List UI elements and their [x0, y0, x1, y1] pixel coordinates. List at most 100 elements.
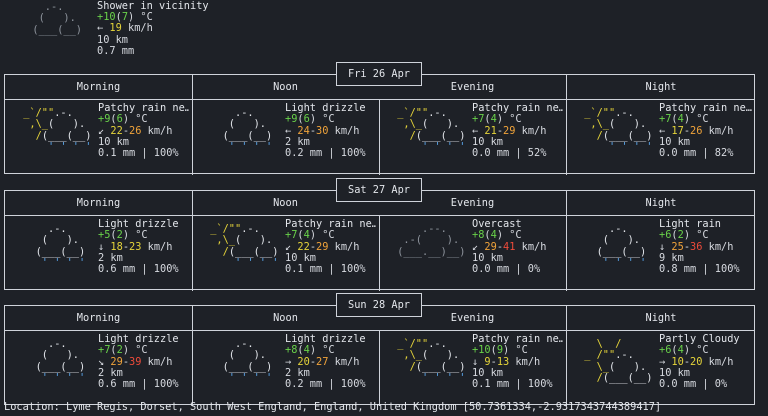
column-divider	[566, 306, 567, 406]
current-temperature: +10(7) °C	[97, 11, 153, 23]
wind-arrow-icon: ↘	[98, 355, 111, 368]
precipitation: 0.0 mm | 0%	[472, 263, 541, 276]
condition-text: Light drizzle	[285, 334, 366, 345]
precipitation: 0.6 mm | 100%	[98, 378, 179, 391]
visibility: 10 km	[472, 251, 503, 264]
temperature: +7(4) °C	[285, 229, 335, 242]
patchy-rain-icon: _`/"".-. ,\_( ). /(___(__) ' ' ' '	[578, 107, 653, 153]
period-weather-details: Overcast +8(4) °C ↙ 29-41 km/h 10 km 0.0 mm …	[472, 219, 563, 275]
condition-text: Patchy rain ne…	[98, 103, 189, 114]
condition-text: Light drizzle	[98, 219, 179, 230]
wind: ↙ 29-41 km/h	[472, 240, 547, 253]
patchy-rain-icon: _`/"".-. ,\_( ). /(___(__) ' ' ' '	[17, 107, 92, 153]
wind: ← 21-29 km/h	[472, 124, 547, 137]
visibility: 10 km	[285, 251, 316, 264]
wind-arrow-icon: ↓	[98, 240, 111, 253]
patchy-rain-icon: _`/"".-. ,\_( ). /(___(__) ' ' ' '	[204, 223, 279, 269]
patchy-rain-icon: _`/"".-. ,\_( ). /(___(__) ' ' ' '	[391, 338, 466, 384]
period-header-morning: Morning	[76, 197, 121, 209]
visibility: 2 km	[98, 366, 123, 379]
temperature: +8(4) °C	[472, 229, 522, 242]
current-weather-cloud-icon: .-. ( ). (___(__)	[32, 1, 82, 36]
current-precipitation: 0.7 mm	[97, 45, 135, 57]
wind-arrow-icon: ↙	[285, 240, 298, 253]
precipitation: 0.0 mm | 82%	[659, 147, 734, 160]
drizzle-icon: .-. ( ). (___(__) ' ' ' '	[204, 107, 273, 153]
wind: ← 17-26 km/h	[659, 124, 734, 137]
visibility: 9 km	[659, 251, 684, 264]
period-header-noon: Noon	[273, 197, 298, 209]
wind: ↓ 25-36 km/h	[659, 240, 734, 253]
wind: ↓ 9-13 km/h	[472, 355, 541, 368]
wind: ↙ 22-29 km/h	[285, 240, 360, 253]
column-divider	[566, 191, 567, 291]
wind-arrow-icon: ↓	[659, 240, 672, 253]
period-header-evening: Evening	[450, 312, 495, 324]
temperature: +7(4) °C	[659, 113, 709, 126]
visibility: 2 km	[98, 251, 123, 264]
condition-text: Partly Cloudy	[659, 334, 740, 345]
period-weather-details: Light drizzle +7(2) °C ↘ 29-39 km/h 2 km 0.6…	[98, 334, 189, 390]
precipitation: 0.0 mm | 52%	[472, 147, 547, 160]
column-divider	[379, 99, 380, 175]
wind: ↘ 29-39 km/h	[98, 355, 173, 368]
temperature: +10(9) °C	[472, 344, 528, 357]
precipitation: 0.1 mm | 100%	[285, 263, 366, 276]
condition-text: Light drizzle	[285, 103, 366, 114]
period-weather-details: Patchy rain ne… +9(6) °C ↙ 22-26 km/h 10 km…	[98, 103, 189, 159]
visibility: 10 km	[98, 135, 129, 148]
precipitation: 0.2 mm | 100%	[285, 147, 366, 160]
temperature: +7(2) °C	[98, 344, 148, 357]
period-weather-details: Light rain +6(2) °C ↓ 25-36 km/h 9 km 0.8 mm…	[659, 219, 753, 275]
column-divider	[192, 306, 193, 406]
wind-arrow-icon: ↓	[472, 355, 485, 368]
period-weather-details: Light drizzle +9(6) °C ← 24-30 km/h 2 km 0.2…	[285, 103, 376, 159]
temperature: +9(6) °C	[98, 113, 148, 126]
visibility: 10 km	[472, 135, 503, 148]
current-visibility: 10 km	[97, 34, 128, 46]
date-label: Sat 27 Apr	[336, 178, 422, 202]
period-header-noon: Noon	[273, 81, 298, 93]
wind-arrow-icon: ↙	[472, 240, 485, 253]
day-forecast-box: Morning Noon Evening Night _`/"".-. ,\_( ).…	[4, 74, 755, 175]
wind-arrow-icon: →	[659, 355, 672, 368]
visibility: 2 km	[285, 135, 310, 148]
day-forecast-box: Morning Noon Evening Night .-. ( ). (___(__…	[4, 305, 755, 406]
temperature: +6(2) °C	[659, 229, 709, 242]
date-label: Fri 26 Apr	[336, 62, 422, 86]
precipitation: 0.1 mm | 100%	[472, 378, 553, 391]
precipitation: 0.6 mm | 100%	[98, 263, 179, 276]
period-weather-details: Light drizzle +8(4) °C → 20-27 km/h 2 km 0.2…	[285, 334, 376, 390]
period-header-noon: Noon	[273, 312, 298, 324]
wind-arrow-icon: ←	[659, 124, 672, 137]
wind-arrow-icon: ←	[285, 124, 298, 137]
precipitation: 0.1 mm | 100%	[98, 147, 179, 160]
location-line: Location: Lyme Regis, Dorset, South West…	[4, 401, 662, 413]
condition-text: Patchy rain ne…	[472, 103, 563, 114]
drizzle-icon: .-. ( ). (___(__) ' ' ' '	[204, 338, 273, 384]
temperature: +9(6) °C	[285, 113, 335, 126]
condition-text: Patchy rain ne…	[285, 219, 376, 230]
temperature: +7(4) °C	[472, 113, 522, 126]
overcast-icon: .--. .-( ). (___.__)__)	[391, 223, 466, 258]
period-header-evening: Evening	[450, 197, 495, 209]
wind-arrow-icon: ↙	[98, 124, 111, 137]
temperature: +6(4) °C	[659, 344, 709, 357]
period-weather-details: Light drizzle +5(2) °C ↓ 18-23 km/h 2 km 0.6…	[98, 219, 189, 275]
period-weather-details: Patchy rain ne… +7(4) °C ← 17-26 km/h 10 km…	[659, 103, 753, 159]
column-divider	[192, 75, 193, 175]
partly-cloudy-icon: \ / _ /"".-. \_( ). /(___(__)	[578, 338, 653, 384]
visibility: 10 km	[659, 135, 690, 148]
wind: → 20-27 km/h	[285, 355, 360, 368]
wind-arrow-icon: ←	[97, 22, 104, 34]
period-header-morning: Morning	[76, 81, 121, 93]
wind: → 10-20 km/h	[659, 355, 734, 368]
column-divider	[192, 191, 193, 291]
period-weather-details: Partly Cloudy +6(4) °C → 10-20 km/h 10 km 0.…	[659, 334, 753, 390]
period-weather-details: Patchy rain ne… +7(4) °C ← 21-29 km/h 10 km…	[472, 103, 563, 159]
period-header-evening: Evening	[450, 81, 495, 93]
wind: ← 24-30 km/h	[285, 124, 360, 137]
visibility: 10 km	[659, 366, 690, 379]
condition-text: Light rain	[659, 219, 721, 230]
condition-text: Patchy rain ne…	[659, 103, 752, 114]
